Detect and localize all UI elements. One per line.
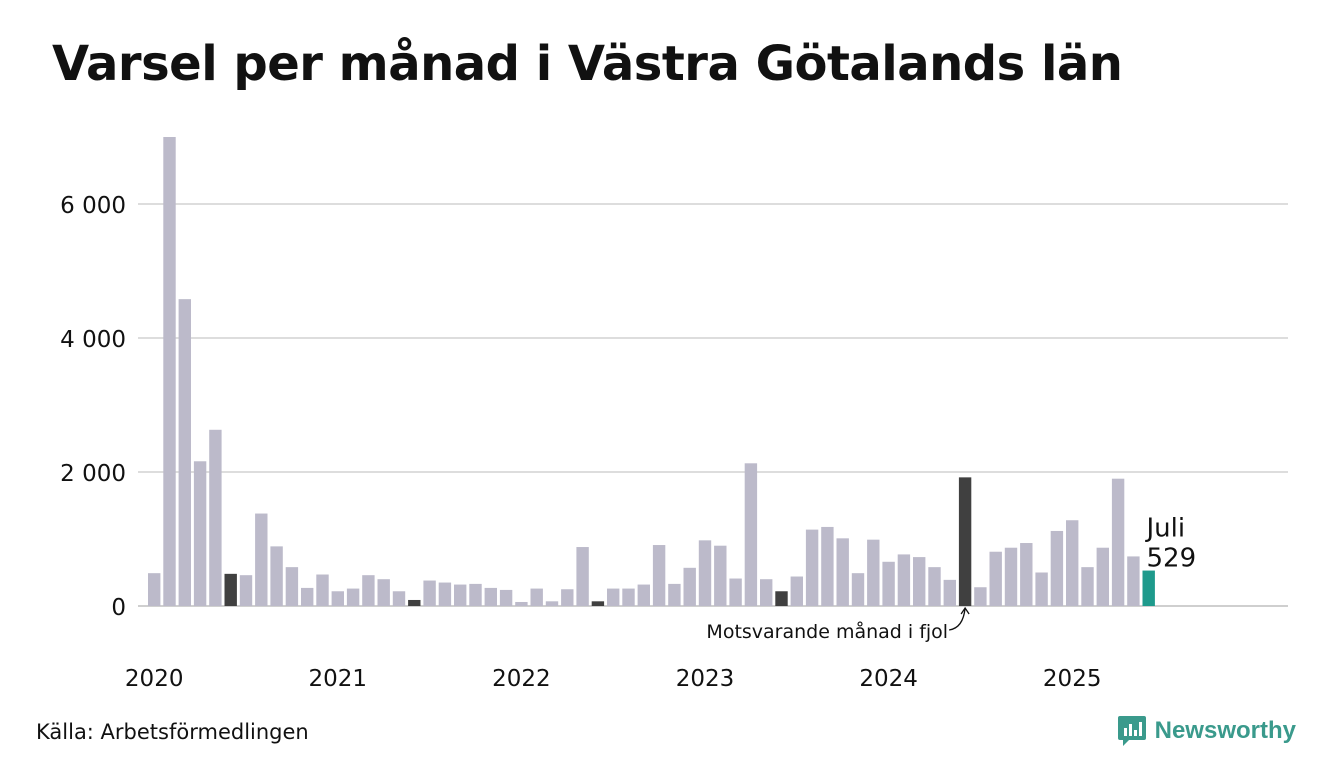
bar <box>438 582 452 606</box>
bar <box>1066 520 1079 606</box>
bar <box>561 589 574 606</box>
bar <box>545 601 559 606</box>
bar <box>362 575 375 606</box>
y-tick-label: 2 000 <box>60 461 126 487</box>
bar <box>224 573 237 606</box>
bar <box>668 583 681 606</box>
bar <box>1096 547 1109 606</box>
bar <box>698 540 712 606</box>
y-tick-label: 4 000 <box>60 327 126 353</box>
bar <box>1035 572 1048 606</box>
bar <box>790 576 803 606</box>
bar <box>744 463 758 606</box>
bar <box>484 587 497 606</box>
y-tick-label: 6 000 <box>60 193 126 219</box>
x-tick-label: 2022 <box>492 666 551 692</box>
bar <box>897 554 911 606</box>
bar <box>1004 547 1018 606</box>
bar <box>974 587 987 606</box>
bar <box>775 591 788 606</box>
bar <box>576 547 589 606</box>
bar <box>515 601 528 606</box>
x-tick-label: 2021 <box>309 666 368 692</box>
bar <box>255 513 268 606</box>
bar <box>530 588 543 606</box>
bar <box>989 551 1002 606</box>
bar <box>469 583 482 606</box>
bar <box>882 561 895 606</box>
bar <box>928 567 941 606</box>
bar <box>193 461 207 606</box>
source-label: Källa: Arbetsförmedlingen <box>36 720 309 744</box>
bar <box>1142 570 1155 606</box>
chart-title: Varsel per månad i Västra Götalands län <box>52 36 1123 92</box>
bar <box>1050 530 1064 606</box>
bar <box>178 299 191 606</box>
last-year-label: Motsvarande månad i fjol <box>706 620 948 643</box>
bar <box>1111 478 1125 606</box>
bar <box>316 574 329 606</box>
x-tick-label: 2020 <box>125 666 184 692</box>
bar <box>377 579 390 606</box>
bar <box>209 429 222 606</box>
bar <box>637 584 650 606</box>
bar <box>867 539 880 606</box>
bar <box>714 545 727 606</box>
gridlines <box>138 203 1288 607</box>
annotations: Juli 529 Motsvarande månad i fjol <box>706 514 1196 643</box>
bar <box>805 529 819 606</box>
current-value-label: 529 <box>1147 544 1197 574</box>
bar <box>958 477 972 606</box>
current-month-label: Juli <box>1145 514 1186 544</box>
bar <box>331 591 344 606</box>
bars <box>148 137 1155 606</box>
bar <box>622 588 635 606</box>
x-tick-label: 2023 <box>676 666 735 692</box>
y-axis-ticks: 0 2 000 4 000 6 000 <box>60 193 126 621</box>
brand-name: Newsworthy <box>1154 717 1296 744</box>
bar <box>499 589 513 606</box>
bar <box>301 587 314 606</box>
bar <box>729 578 742 606</box>
bar <box>454 584 467 606</box>
x-tick-label: 2024 <box>859 666 918 692</box>
bar <box>821 526 834 606</box>
bar <box>408 599 421 606</box>
bar <box>270 546 283 606</box>
bar <box>943 579 956 606</box>
y-tick-label: 0 <box>111 595 126 621</box>
newsworthy-logo-icon <box>1117 716 1146 746</box>
bar <box>913 557 926 606</box>
bar <box>285 567 299 606</box>
bar <box>148 573 161 606</box>
x-tick-label: 2025 <box>1043 666 1102 692</box>
bar <box>836 538 849 606</box>
x-axis-ticks: 2020 2021 2022 2023 2024 2025 <box>125 666 1102 692</box>
bar <box>346 588 360 606</box>
bar <box>591 601 605 606</box>
last-year-arrow-icon <box>948 606 970 631</box>
bar <box>652 545 666 606</box>
bar <box>1020 543 1033 606</box>
newsworthy-logo: Newsworthy <box>1117 714 1296 748</box>
bar <box>1127 556 1140 606</box>
bar <box>423 580 436 606</box>
bar <box>683 567 696 606</box>
bar <box>851 573 865 606</box>
bar <box>760 579 773 606</box>
bar <box>1081 567 1094 606</box>
bar <box>163 137 176 606</box>
bar <box>392 591 406 606</box>
bar <box>607 588 620 606</box>
bar <box>239 575 253 606</box>
